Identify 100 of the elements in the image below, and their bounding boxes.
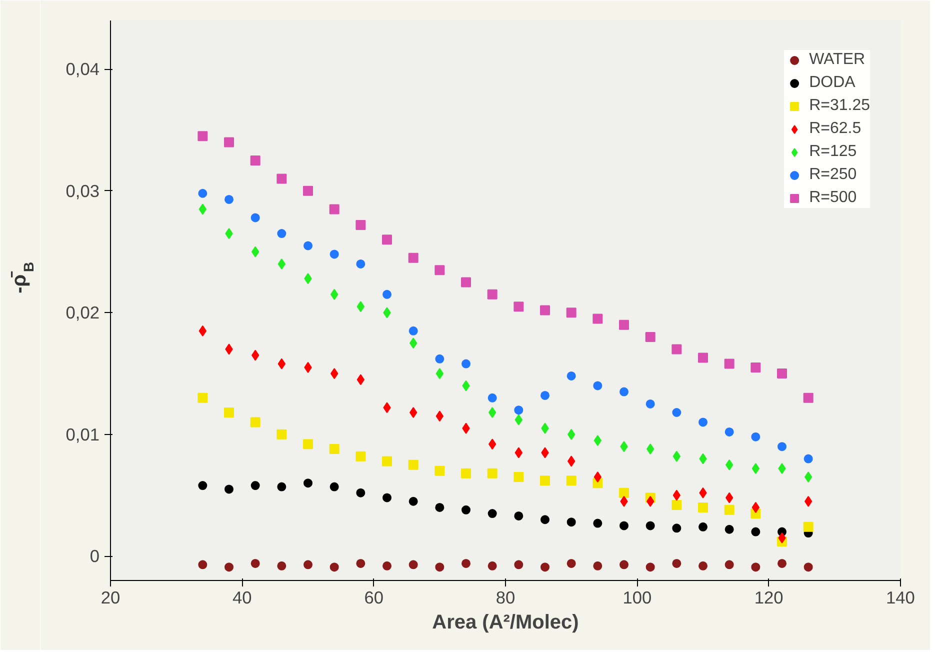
point (356, 558, 366, 568)
point (778, 558, 786, 568)
point (514, 511, 524, 520)
point (514, 302, 524, 312)
legend-label: R=62.5 (809, 120, 862, 138)
point (540, 476, 550, 486)
x-axis-title: Area (A²/Molec) (432, 612, 579, 634)
point (698, 352, 708, 363)
point (540, 515, 550, 524)
point (540, 305, 550, 316)
point (250, 417, 260, 428)
point (304, 478, 312, 488)
point (224, 408, 234, 418)
point (672, 524, 682, 533)
point (304, 241, 312, 250)
point (382, 493, 392, 502)
point (250, 481, 260, 490)
x-tick-label: 20 (100, 588, 120, 608)
point (408, 326, 418, 336)
point (803, 522, 814, 532)
point (224, 484, 234, 494)
point (276, 429, 287, 440)
legend-label: R=250 (809, 166, 857, 184)
point (645, 332, 656, 342)
point (646, 521, 655, 530)
point (408, 496, 418, 506)
point (540, 562, 550, 572)
point (672, 408, 682, 417)
point (434, 265, 445, 276)
point (303, 186, 313, 196)
point (434, 466, 445, 476)
point (487, 289, 498, 300)
point (224, 137, 234, 148)
point (646, 562, 655, 572)
point (514, 560, 524, 570)
point (356, 259, 366, 268)
point (750, 362, 761, 372)
point (356, 451, 366, 462)
point (566, 371, 576, 380)
point (329, 444, 340, 454)
point (198, 131, 208, 142)
point (646, 399, 655, 408)
y-tick-label: 0 (90, 546, 100, 566)
point (277, 561, 286, 570)
y-tick-label: 0,02 (66, 302, 100, 323)
point (619, 320, 629, 330)
point (778, 463, 786, 474)
point (804, 454, 813, 464)
legend-label: R=125 (809, 143, 857, 161)
point (277, 482, 286, 492)
point (198, 188, 208, 198)
point (620, 560, 628, 570)
y-axis-title: -ρ̄B (8, 262, 36, 294)
point (724, 427, 734, 436)
point (488, 393, 497, 402)
point (276, 174, 287, 184)
point (620, 521, 628, 530)
point (672, 558, 682, 568)
x-tick-label: 120 (754, 588, 784, 608)
point (594, 435, 602, 446)
point (462, 359, 470, 368)
x-tick-label: 80 (496, 588, 516, 608)
point (461, 277, 471, 288)
point (198, 560, 208, 570)
point (698, 561, 708, 570)
point (277, 229, 286, 238)
point (593, 561, 602, 570)
point (462, 558, 470, 568)
point (592, 314, 603, 324)
point (698, 502, 708, 512)
point (356, 220, 366, 230)
point (382, 234, 392, 245)
point (619, 488, 629, 498)
point (250, 156, 260, 166)
point (566, 558, 576, 568)
x-tick-label: 40 (232, 588, 252, 608)
x-tick-label: 140 (886, 588, 915, 608)
point (488, 407, 496, 418)
point (724, 504, 734, 515)
point (330, 562, 339, 572)
legend-label: DODA (809, 74, 856, 92)
point (777, 368, 787, 379)
y-tick-label: 0,04 (66, 59, 100, 80)
point (435, 354, 444, 364)
point (382, 290, 392, 299)
point (566, 476, 576, 486)
point (724, 524, 734, 534)
point (462, 505, 470, 514)
point (488, 509, 497, 518)
point (514, 406, 524, 415)
point (408, 560, 418, 570)
x-tick-label: 100 (622, 588, 652, 608)
point (330, 482, 339, 492)
legend-label: R=31.25 (809, 97, 870, 115)
point (304, 560, 312, 570)
point (410, 407, 418, 418)
point (488, 561, 497, 570)
point (672, 500, 682, 510)
point (330, 250, 339, 259)
point (408, 252, 418, 263)
